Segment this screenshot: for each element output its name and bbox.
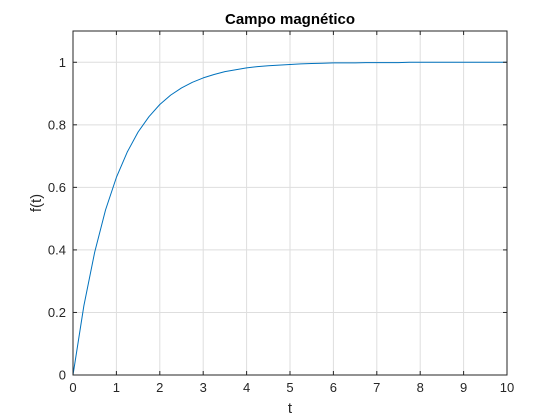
x-tick-label: 0 [69, 380, 76, 395]
x-tick-label: 5 [286, 380, 293, 395]
y-tick-label: 0.6 [48, 180, 66, 195]
y-axis-label: f(t) [28, 194, 45, 212]
y-tick-label: 0.8 [48, 117, 66, 132]
x-axis-label: t [288, 400, 293, 417]
y-tick-label: 0.4 [48, 242, 66, 257]
y-tick-label: 0.2 [48, 305, 66, 320]
x-tick-label: 9 [460, 380, 467, 395]
x-tick-label: 8 [417, 380, 424, 395]
x-tick-label: 7 [373, 380, 380, 395]
x-tick-label: 2 [156, 380, 163, 395]
series-line [72, 61, 507, 376]
x-tick-label: 1 [113, 380, 120, 395]
chart-title: Campo magnético [225, 11, 355, 28]
tick-marks [72, 31, 508, 376]
tick-labels: 0 1 2 3 4 5 6 7 8 9 10 0 0.2 0.4 0.6 0.8 1 [48, 55, 514, 395]
y-tick-label: 1 [59, 55, 66, 70]
series-layer [72, 61, 507, 376]
x-tick-label: 10 [500, 380, 514, 395]
x-tick-label: 3 [200, 380, 207, 395]
x-tick-label: 6 [330, 380, 337, 395]
y-tick-label: 0 [59, 368, 66, 383]
x-tick-label: 4 [243, 380, 250, 395]
